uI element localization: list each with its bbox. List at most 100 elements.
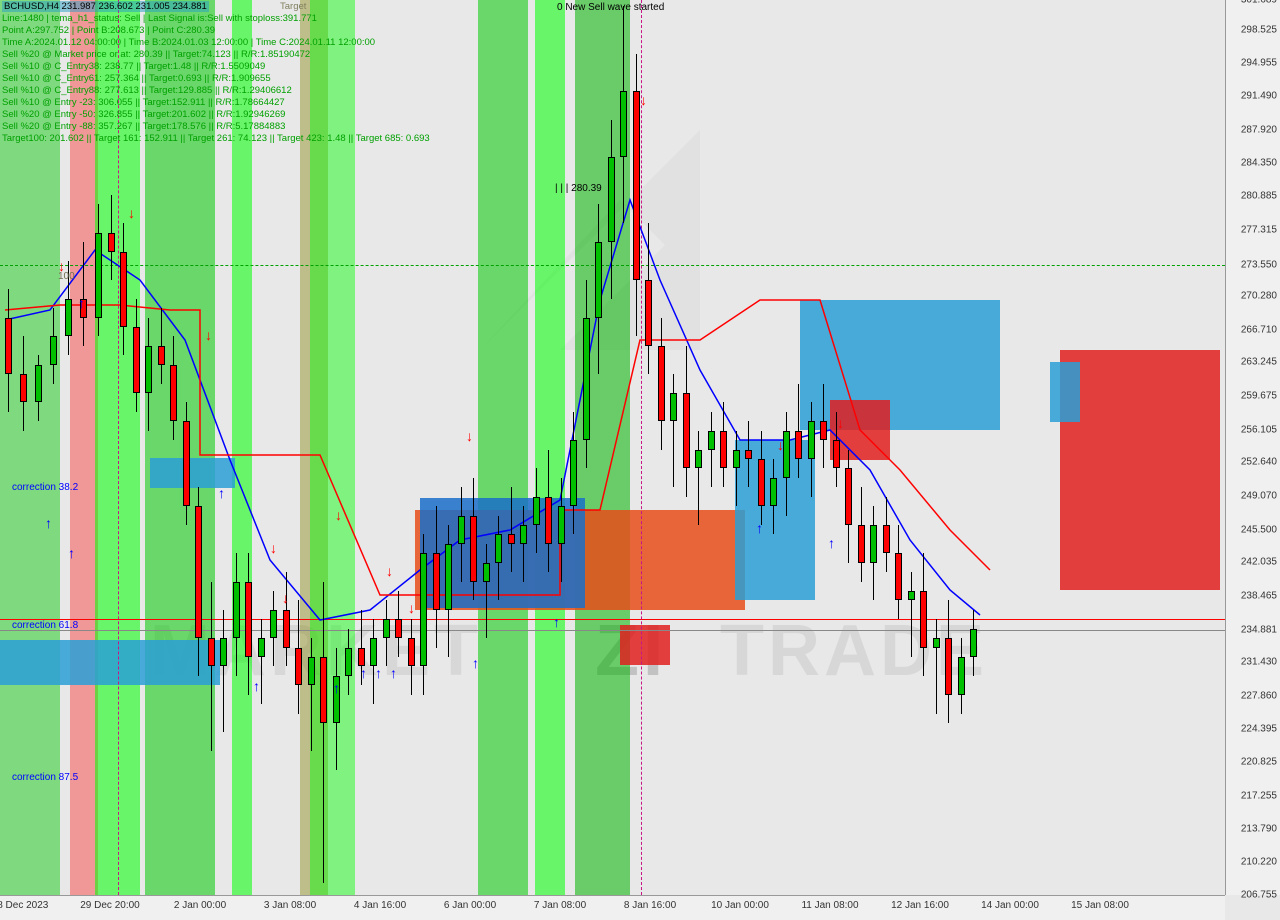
candle-body — [608, 157, 615, 242]
candle-body — [158, 346, 165, 365]
x-tick-label: 28 Dec 2023 — [0, 900, 48, 911]
trend-band — [535, 0, 565, 895]
ichimoku-cloud — [1060, 350, 1220, 590]
y-tick-label: 213.790 — [1241, 823, 1277, 834]
y-tick-label: 231.430 — [1241, 657, 1277, 668]
candle-body — [645, 280, 652, 346]
candle-body — [620, 91, 627, 157]
arrow-up-icon: ↑ — [218, 485, 225, 501]
y-tick-label: 210.220 — [1241, 857, 1277, 868]
y-axis: 301.689298.525294.955291.490287.920284.3… — [1225, 0, 1280, 895]
candle-body — [783, 431, 790, 478]
candle-body — [958, 657, 965, 695]
x-axis: 28 Dec 2023 29 Dec 20:00 2 Jan 00:00 3 Jan … — [0, 895, 1225, 920]
candle-body — [933, 638, 940, 647]
arrow-down-icon: ↓ — [640, 92, 647, 108]
label-100: 100 — [58, 271, 75, 282]
arrow-down-icon: ↓ — [270, 540, 277, 556]
candle-body — [408, 638, 415, 666]
candle-wick — [323, 582, 324, 884]
y-tick-label: 256.105 — [1241, 424, 1277, 435]
candle-wick — [936, 619, 937, 713]
point-c-label: | | | 280.39 — [555, 183, 602, 194]
candle-body — [458, 516, 465, 544]
arrow-down-icon: ↓ — [466, 428, 473, 444]
y-tick-label: 270.280 — [1241, 291, 1277, 302]
arrow-down-icon: ↓ — [335, 507, 342, 523]
candle-body — [758, 459, 765, 506]
y-tick-label: 291.490 — [1241, 91, 1277, 102]
arrow-down-icon: ↓ — [205, 327, 212, 343]
y-tick-label: 259.675 — [1241, 391, 1277, 402]
candle-body — [170, 365, 177, 422]
ichimoku-cloud — [0, 640, 220, 685]
arrow-down-icon: ↓ — [5, 336, 12, 352]
candle-body — [233, 582, 240, 639]
candle-body — [420, 553, 427, 666]
candle-wick — [911, 572, 912, 657]
x-tick-label: 3 Jan 08:00 — [264, 900, 316, 911]
candle-body — [908, 591, 915, 600]
candle-body — [358, 648, 365, 667]
arrow-up-icon: ↑ — [78, 295, 85, 311]
y-tick-label: 301.689 — [1241, 0, 1277, 6]
arrow-up-icon: ↑ — [45, 515, 52, 531]
candle-body — [508, 534, 515, 543]
candle-body — [770, 478, 777, 506]
x-tick-label: 29 Dec 20:00 — [80, 900, 140, 911]
y-tick-label: 249.070 — [1241, 491, 1277, 502]
info-sell4: Sell %10 @ C_Entry88: 277.613 || Target:… — [2, 85, 292, 96]
info-points: Point A:297.752 | Point B:208.673 | Poin… — [2, 25, 215, 36]
candle-body — [558, 506, 565, 544]
candle-wick — [261, 619, 262, 704]
arrow-down-icon: ↓ — [837, 415, 844, 431]
candle-body — [470, 516, 477, 582]
candle-wick — [523, 506, 524, 581]
candle-body — [658, 346, 665, 421]
candle-body — [833, 440, 840, 468]
wave-annotation: 0 New Sell wave started — [557, 2, 664, 13]
candle-body — [483, 563, 490, 582]
x-tick-label: 2 Jan 00:00 — [174, 900, 226, 911]
candle-body — [370, 638, 377, 666]
horizontal-level — [0, 619, 1225, 620]
candle-body — [395, 619, 402, 638]
arrow-up-icon: ↑ — [375, 665, 382, 681]
candle-body — [533, 497, 540, 525]
y-tick-label: 277.315 — [1241, 224, 1277, 235]
candle-body — [120, 252, 127, 327]
candle-body — [870, 525, 877, 563]
candle-body — [820, 421, 827, 440]
trend-band — [478, 0, 528, 895]
y-tick-label: 238.465 — [1241, 591, 1277, 602]
correction-382-label: correction 38.2 — [12, 482, 78, 493]
candle-body — [795, 431, 802, 459]
info-times: Time A:2024.01.12 04:00:00 | Time B:2024… — [2, 37, 375, 48]
ichimoku-cloud — [150, 458, 235, 488]
candle-body — [895, 553, 902, 600]
arrow-up-icon: ↑ — [253, 678, 260, 694]
candle-body — [145, 346, 152, 393]
vertical-marker — [641, 0, 642, 895]
candle-body — [633, 91, 640, 280]
symbol-header: BCHUSD,H4 231.987 236.602 231.005 234.88… — [2, 1, 209, 12]
candle-body — [133, 327, 140, 393]
y-tick-label: 280.885 — [1241, 191, 1277, 202]
candle-body — [283, 610, 290, 648]
candle-body — [883, 525, 890, 553]
y-tick-label: 266.710 — [1241, 324, 1277, 335]
candle-body — [258, 638, 265, 657]
candle-wick — [673, 374, 674, 487]
y-tick-label: 234.881 — [1241, 624, 1277, 635]
candle-body — [733, 450, 740, 469]
info-line-status: Line:1480 | tema_h1_status: Sell | Last … — [2, 13, 317, 24]
candle-body — [183, 421, 190, 506]
candle-wick — [311, 638, 312, 751]
y-tick-label: 263.245 — [1241, 357, 1277, 368]
candle-body — [433, 553, 440, 610]
arrow-down-icon: ↓ — [408, 600, 415, 616]
chart-area[interactable]: MARKET ZI TRADE ↑↑↑↑↑↑↑↑↑↑↑↑↑↓↓↓↓↓↓↓↓↓↓↓… — [0, 0, 1225, 895]
candle-body — [570, 440, 577, 506]
y-tick-label: 294.955 — [1241, 58, 1277, 69]
candle-body — [35, 365, 42, 403]
